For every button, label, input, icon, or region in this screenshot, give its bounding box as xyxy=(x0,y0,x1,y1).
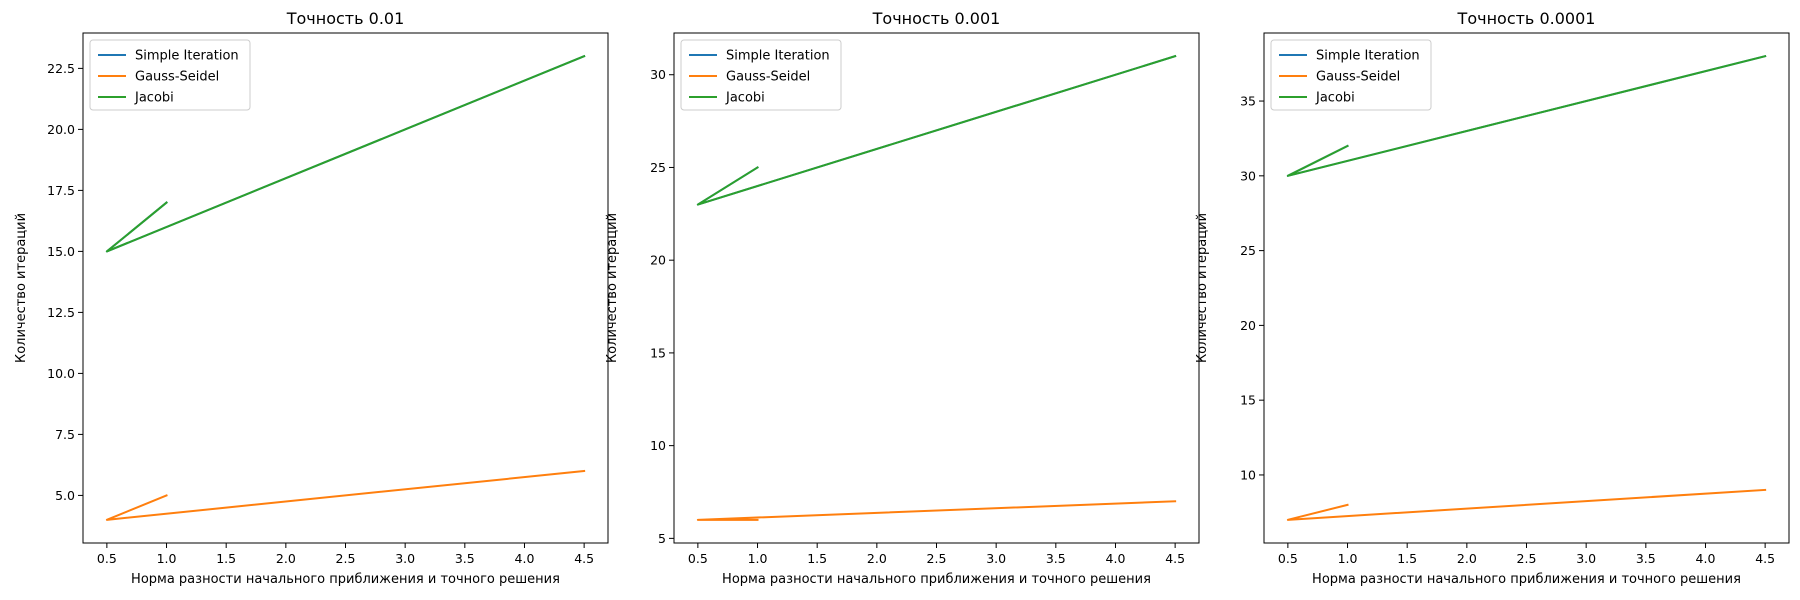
legend-label: Simple Iteration xyxy=(135,49,239,64)
legend-label: Jacobi xyxy=(725,91,765,106)
x-tick-label: 0.5 xyxy=(688,551,708,566)
x-tick-label: 3.5 xyxy=(455,551,475,566)
legend-label: Simple Iteration xyxy=(726,49,830,64)
y-axis-label: Количество итераций xyxy=(14,213,29,363)
chart-title: Точность 0.0001 xyxy=(1457,9,1596,28)
chart-title: Точность 0.01 xyxy=(286,9,405,28)
x-tick-label: 4.0 xyxy=(1696,551,1716,566)
x-tick-label: 3.0 xyxy=(986,551,1006,566)
series-line-gauss-seidel xyxy=(696,500,1177,521)
y-tick-label: 15.0 xyxy=(47,244,75,259)
y-tick-label: 30 xyxy=(650,67,666,82)
y-tick-label: 10 xyxy=(1240,467,1256,482)
x-tick-label: 3.0 xyxy=(395,551,415,566)
series-line-gauss-seidel xyxy=(105,469,586,521)
plot-frame xyxy=(82,32,609,544)
legend-label: Simple Iteration xyxy=(1316,49,1420,64)
chart-panel-1: Точность 0.01 0.5 1.0 1.5 2.0 2.5 3.0 3.5 4.0 4.5… xyxy=(14,9,609,587)
x-tick-label: 2.0 xyxy=(1457,551,1477,566)
x-axis-label: Норма разности начального приближения и … xyxy=(722,572,1151,587)
legend-label: Gauss-Seidel xyxy=(135,70,219,85)
series-line-jacobi xyxy=(105,54,586,253)
y-tick-label: 17.5 xyxy=(47,183,75,198)
y-tick-label: 10 xyxy=(650,438,666,453)
y-tick-label: 30 xyxy=(1240,168,1256,183)
x-tick-label: 0.5 xyxy=(1278,551,1298,566)
y-tick-label: 5.0 xyxy=(55,488,75,503)
x-axis-label: Норма разности начального приближения и … xyxy=(131,572,560,587)
y-tick-label: 35 xyxy=(1240,94,1256,109)
y-tick-label: 25 xyxy=(650,160,666,175)
x-tick-label: 1.0 xyxy=(157,551,177,566)
y-tick-label: 5 xyxy=(658,531,666,546)
x-tick-label: 1.0 xyxy=(1338,551,1358,566)
chart-panel-2: Точность 0.001 0.5 1.0 1.5 2.0 2.5 3.0 3.5 4.0 4.… xyxy=(605,9,1200,587)
y-axis-label: Количество итераций xyxy=(605,213,620,363)
y-tick-label: 22.5 xyxy=(47,61,75,76)
x-tick-label: 4.5 xyxy=(574,551,594,566)
x-tick-label: 2.0 xyxy=(867,551,887,566)
y-tick-label: 25 xyxy=(1240,243,1256,258)
x-tick-label: 3.0 xyxy=(1576,551,1596,566)
y-tick-label: 15 xyxy=(650,345,666,360)
x-tick-label: 4.5 xyxy=(1165,551,1185,566)
x-tick-label: 1.5 xyxy=(807,551,827,566)
legend xyxy=(1270,39,1432,111)
series-line-jacobi xyxy=(1286,54,1767,177)
legend-label: Gauss-Seidel xyxy=(726,70,810,85)
y-tick-label: 7.5 xyxy=(55,427,75,442)
x-tick-label: 3.5 xyxy=(1636,551,1656,566)
x-tick-label: 3.5 xyxy=(1046,551,1066,566)
legend xyxy=(89,39,251,111)
series-line-jacobi xyxy=(696,54,1177,206)
plot-frame xyxy=(1263,32,1790,544)
x-tick-label: 4.0 xyxy=(515,551,535,566)
legend-label: Jacobi xyxy=(134,91,174,106)
y-tick-label: 20 xyxy=(1240,318,1256,333)
x-tick-label: 0.5 xyxy=(97,551,117,566)
x-tick-label: 1.5 xyxy=(216,551,236,566)
y-tick-label: 20.0 xyxy=(47,122,75,137)
legend-label: Gauss-Seidel xyxy=(1316,70,1400,85)
series-line-gauss-seidel xyxy=(1286,488,1767,521)
y-tick-label: 20 xyxy=(650,253,666,268)
y-tick-label: 12.5 xyxy=(47,305,75,320)
x-tick-label: 1.0 xyxy=(748,551,768,566)
x-tick-label: 2.5 xyxy=(927,551,947,566)
chart-panel-3: Точность 0.0001 0.5 1.0 1.5 2.0 2.5 3.0 3.5 4.0 4… xyxy=(1195,9,1790,587)
plot-frame xyxy=(673,32,1200,544)
y-tick-label: 15 xyxy=(1240,393,1256,408)
legend-label: Jacobi xyxy=(1315,91,1355,106)
legend xyxy=(680,39,842,111)
y-axis-label: Количество итераций xyxy=(1195,213,1210,363)
x-tick-label: 1.5 xyxy=(1397,551,1417,566)
x-axis-label: Норма разности начального приближения и … xyxy=(1312,572,1741,587)
x-tick-label: 4.5 xyxy=(1755,551,1775,566)
chart-title: Точность 0.001 xyxy=(872,9,1001,28)
x-tick-label: 4.0 xyxy=(1106,551,1126,566)
y-tick-label: 10.0 xyxy=(47,366,75,381)
x-tick-label: 2.0 xyxy=(276,551,296,566)
x-tick-label: 2.5 xyxy=(1517,551,1537,566)
x-tick-label: 2.5 xyxy=(336,551,356,566)
